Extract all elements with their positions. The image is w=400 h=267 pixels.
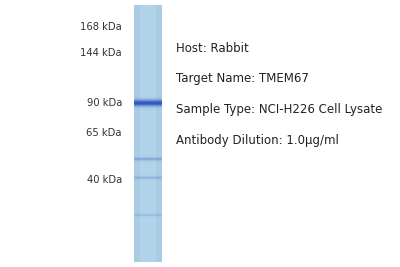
Text: 168 kDa: 168 kDa xyxy=(80,22,122,32)
Text: 144 kDa: 144 kDa xyxy=(80,48,122,58)
Bar xyxy=(134,96,162,97)
Bar xyxy=(134,99,162,100)
Text: Target Name: TMEM67: Target Name: TMEM67 xyxy=(176,72,309,85)
Bar xyxy=(134,5,162,262)
Bar xyxy=(134,102,162,103)
Bar xyxy=(134,109,162,110)
Text: 90 kDa: 90 kDa xyxy=(87,98,122,108)
Bar xyxy=(134,104,162,105)
Text: Antibody Dilution: 1.0µg/ml: Antibody Dilution: 1.0µg/ml xyxy=(176,134,339,147)
Text: 65 kDa: 65 kDa xyxy=(86,128,122,139)
Text: 40 kDa: 40 kDa xyxy=(87,175,122,185)
Bar xyxy=(134,105,162,106)
Bar xyxy=(134,107,162,108)
Bar xyxy=(134,103,162,104)
Bar xyxy=(134,100,162,101)
Bar xyxy=(134,98,162,99)
Bar xyxy=(134,108,162,109)
Bar xyxy=(134,106,162,107)
Text: Sample Type: NCI-H226 Cell Lysate: Sample Type: NCI-H226 Cell Lysate xyxy=(176,103,382,116)
Bar xyxy=(140,5,156,262)
Bar xyxy=(134,97,162,98)
Text: Host: Rabbit: Host: Rabbit xyxy=(176,42,249,54)
Bar xyxy=(134,101,162,102)
